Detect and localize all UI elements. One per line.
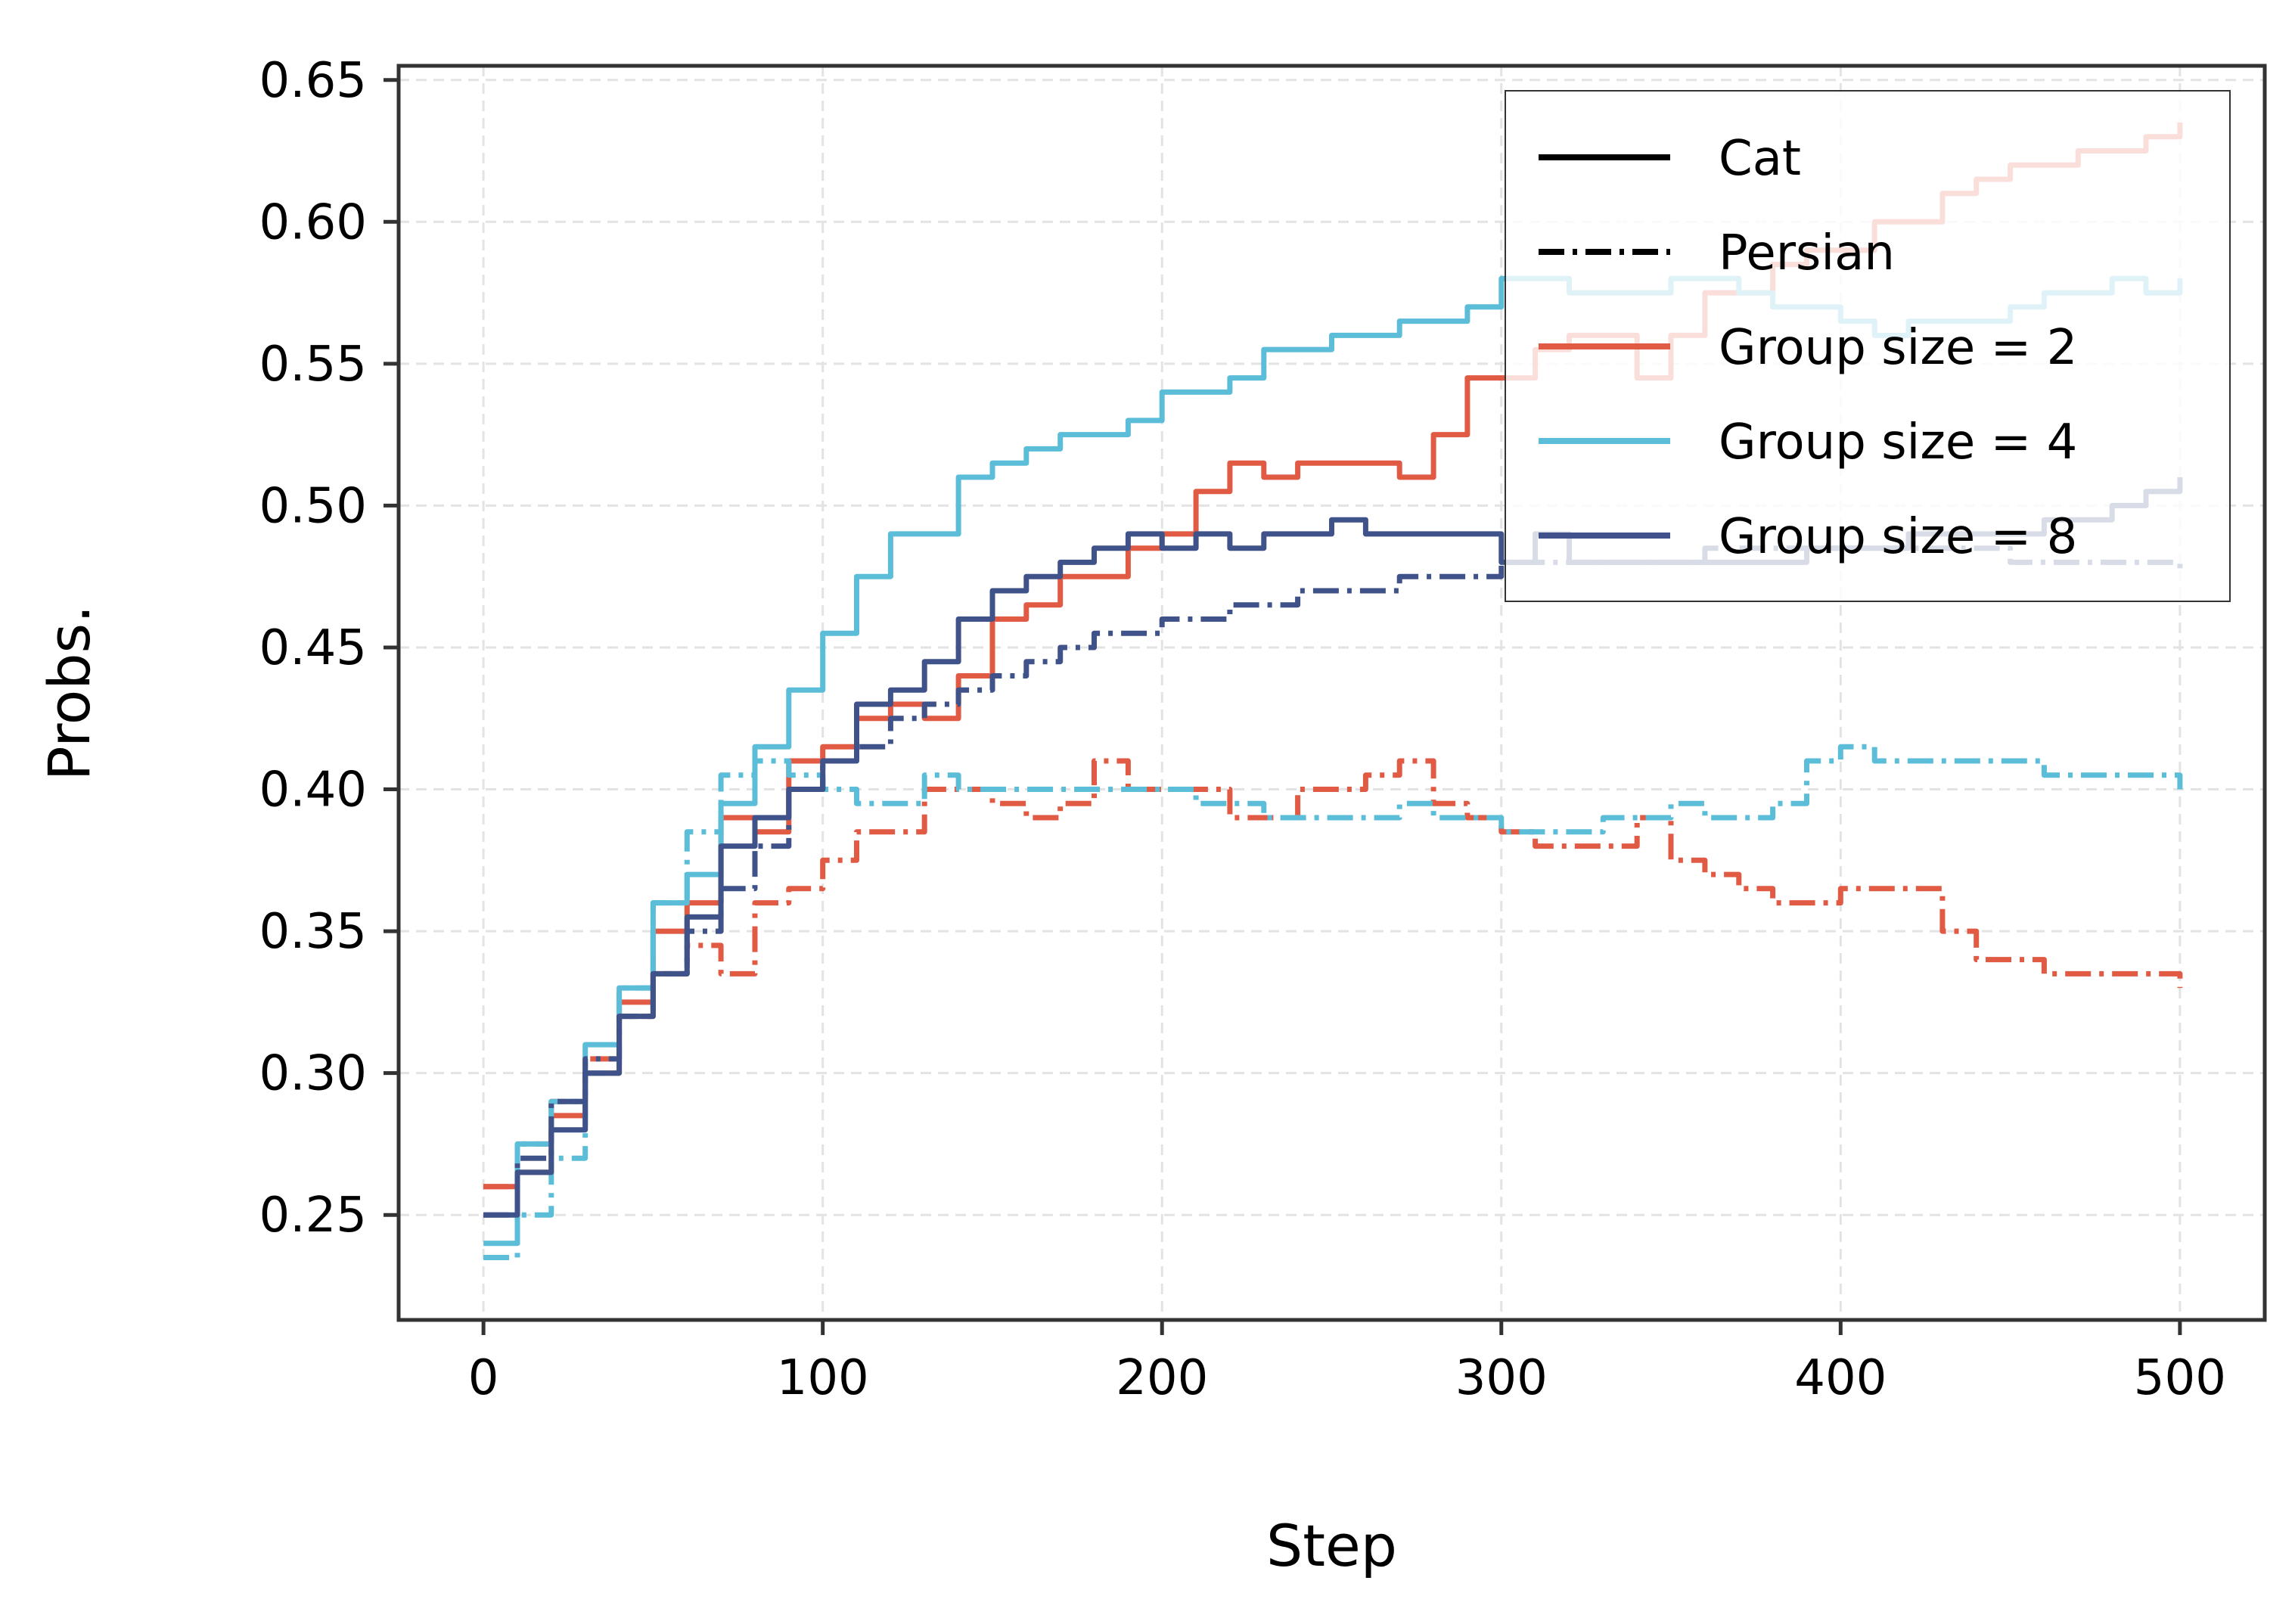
x-tick-label-2: 200 — [1116, 1350, 1208, 1406]
y-tick-label-2: 0.35 — [259, 904, 368, 960]
legend-label-1: Persian — [1719, 225, 1895, 281]
legend-label-3: Group size = 4 — [1719, 415, 2077, 470]
y-tick-label-3: 0.40 — [259, 762, 368, 818]
legend-label-4: Group size = 8 — [1719, 509, 2077, 565]
legend-label-0: Cat — [1719, 131, 1801, 187]
axis-ticks: 0 100 200 300 400 500 0.25 0.30 0.35 0.40 0.45 0.50… — [259, 53, 2226, 1406]
legend: Cat Persian Group size = 2 Group size = 4 Gr… — [1505, 90, 2231, 602]
y-tick-label-8: 0.65 — [259, 53, 368, 109]
series-line-3 — [483, 744, 2183, 1260]
x-tick-label-3: 300 — [1455, 1350, 1548, 1406]
y-tick-label-5: 0.50 — [259, 478, 368, 534]
y-tick-label-1: 0.30 — [259, 1046, 368, 1102]
series-line-1 — [483, 758, 2183, 1190]
x-tick-label-5: 500 — [2134, 1350, 2226, 1406]
x-tick-label-0: 0 — [468, 1350, 499, 1406]
y-tick-label-6: 0.55 — [259, 337, 368, 393]
y-tick-label-7: 0.60 — [259, 194, 368, 250]
y-axis-title: Probs. — [36, 605, 103, 781]
x-tick-label-4: 400 — [1794, 1350, 1887, 1406]
legend-label-2: Group size = 2 — [1719, 320, 2077, 376]
plot-frame — [396, 64, 2267, 1322]
x-axis-title: Step — [1266, 1512, 1397, 1579]
y-tick-label-0: 0.25 — [259, 1188, 368, 1244]
y-tick-label-4: 0.45 — [259, 620, 368, 676]
x-tick-label-1: 100 — [777, 1350, 869, 1406]
